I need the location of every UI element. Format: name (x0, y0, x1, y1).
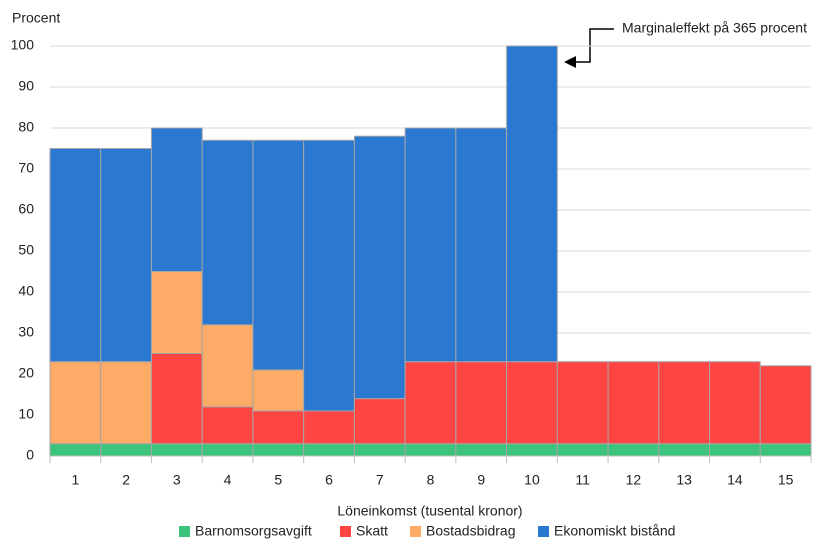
bar-segment (303, 443, 355, 457)
bar-segment (201, 324, 254, 408)
bar-segment (150, 271, 203, 354)
legend-label: Bostadsbidrag (426, 523, 516, 539)
bar-segment (252, 443, 305, 457)
annotation: Marginaleffekt på 365 procent (622, 20, 807, 36)
x-tick-label: 14 (727, 472, 743, 488)
y-tick-label: 50 (18, 242, 34, 258)
bar-segment (49, 361, 102, 445)
legend-swatch (538, 526, 549, 537)
bar-segment (506, 443, 558, 457)
legend-swatch (179, 526, 190, 537)
bar-segment (150, 443, 203, 457)
bar-segment (201, 139, 254, 326)
y-tick-label: 10 (18, 406, 34, 422)
bar-segment (49, 148, 102, 363)
x-axis-title: Löneinkomst (tusental kronor) (337, 503, 522, 519)
bar-segment (506, 45, 558, 363)
bar-segment (607, 443, 660, 457)
y-tick-label: 60 (18, 201, 34, 217)
x-tick-label: 12 (626, 472, 642, 488)
bar-segment (100, 148, 152, 363)
bar-segment (150, 127, 203, 272)
x-tick-label: 4 (224, 472, 232, 488)
bar-segment (49, 443, 102, 457)
bar-segment (455, 127, 508, 363)
annotation-arrowhead (564, 56, 576, 68)
x-tick-label: 2 (122, 472, 130, 488)
bar-segment (607, 361, 660, 445)
bar-segment (252, 410, 305, 445)
legend-swatch (410, 526, 421, 537)
bar-segment (759, 365, 812, 445)
bar-segment (658, 443, 711, 457)
x-tick-label: 9 (477, 472, 485, 488)
bar-segment (100, 361, 152, 445)
y-tick-label: 90 (18, 78, 34, 94)
bar-segment (709, 443, 761, 457)
bar-segment (709, 361, 761, 445)
x-tick-label: 13 (676, 472, 692, 488)
bar-segment (506, 361, 558, 445)
bar-segment (455, 443, 508, 457)
y-axis-title: Procent (12, 10, 60, 26)
legend: Barnomsorgsavgift Skatt Bostadsbidrag Ekono… (179, 523, 675, 539)
bar-segment (252, 369, 305, 412)
bar-segment (100, 443, 152, 457)
legend-label: Barnomsorgsavgift (195, 523, 312, 539)
x-tick-label: 11 (575, 472, 590, 488)
bar-segment (404, 361, 457, 445)
bar-segment (353, 398, 406, 445)
y-tick-label: 80 (18, 119, 34, 135)
x-tick-label: 5 (274, 472, 282, 488)
bar-segment (150, 353, 203, 445)
bar-segment (303, 139, 355, 412)
x-tick-label: 8 (427, 472, 435, 488)
bar-segment (201, 406, 254, 445)
x-tick-label: 7 (376, 472, 384, 488)
y-tick-label: 40 (18, 283, 34, 299)
bar-segment (556, 443, 609, 457)
bar-segment (455, 361, 508, 445)
y-tick-label: 0 (26, 447, 34, 463)
y-tick-label: 20 (18, 365, 34, 381)
legend-swatch (340, 526, 351, 537)
x-tick-label: 6 (325, 472, 333, 488)
x-tick-label: 10 (524, 472, 540, 488)
bar-segment (556, 361, 609, 445)
x-tick-label: 3 (173, 472, 181, 488)
bar-segment (252, 139, 305, 371)
bar-segment (404, 127, 457, 363)
bar-segment (201, 443, 254, 457)
bar-segment (658, 361, 711, 445)
y-tick-label: 70 (18, 160, 34, 176)
legend-label: Skatt (356, 523, 388, 539)
x-tick-label: 15 (778, 472, 794, 488)
bar-segment (404, 443, 457, 457)
y-tick-label: 30 (18, 324, 34, 340)
y-tick-label: 100 (11, 37, 35, 53)
bar-segment (759, 443, 812, 457)
x-tick-label: 1 (71, 472, 79, 488)
bar-segment (353, 135, 406, 400)
legend-label: Ekonomiskt bistånd (554, 523, 675, 539)
bar-segment (303, 410, 355, 445)
bar-segment (353, 443, 406, 457)
